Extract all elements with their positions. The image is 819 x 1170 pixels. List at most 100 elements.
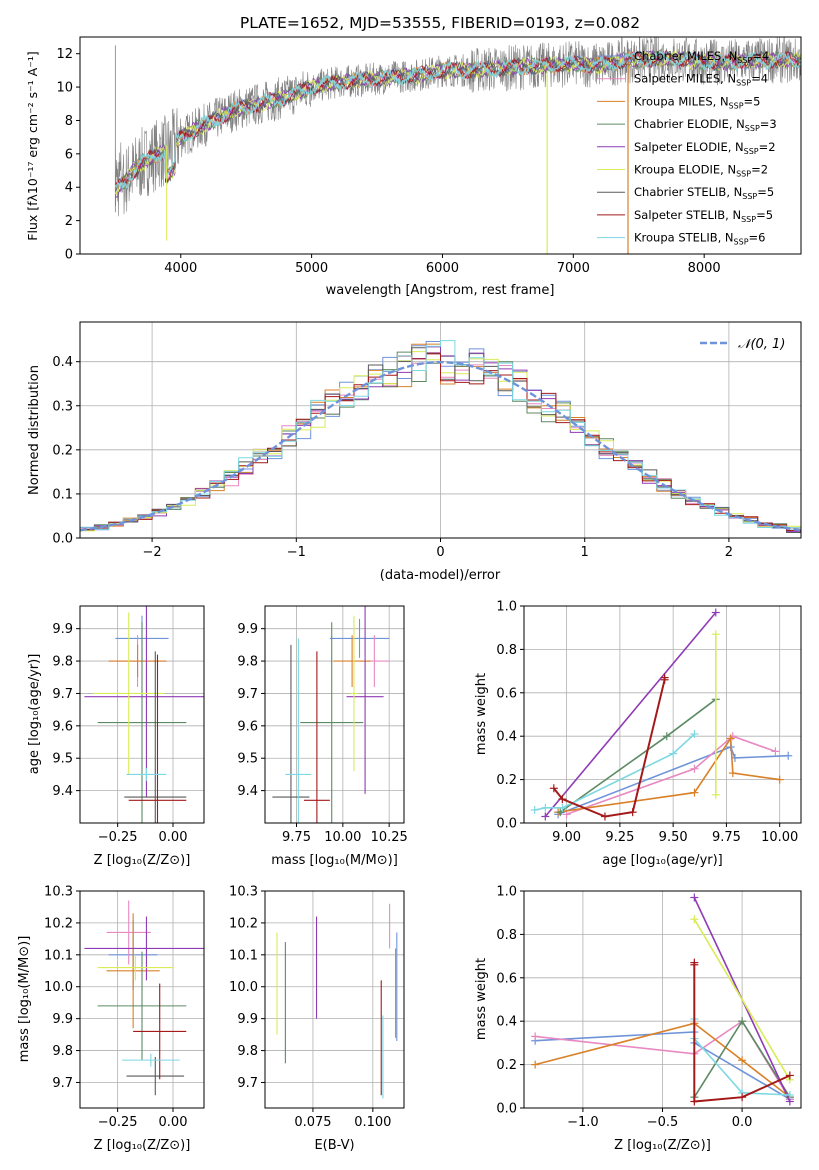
y-tick-label: 9.9 <box>237 622 258 637</box>
legend-label-main: Kroupa ELODIE, N <box>634 163 736 177</box>
legend-label-value: =3 <box>760 117 777 131</box>
legend-label-main: Chabrier STELIB, N <box>634 185 742 199</box>
legend-label-main: Salpeter MILES, N <box>634 72 736 86</box>
x-axis-label: age [log₁₀(age/yr)] <box>602 853 723 868</box>
y-tick-label: 9.7 <box>237 1076 258 1091</box>
spectrum-x-tick-label: 5000 <box>295 261 328 276</box>
legend-label-value: =5 <box>756 208 773 222</box>
x-tick-label: 0.00 <box>159 830 188 845</box>
y-tick-label: 9.6 <box>237 719 258 734</box>
x-tick-label: −0.25 <box>98 1115 138 1130</box>
panel-marks <box>530 608 793 821</box>
mass-vs-EBV-panel: 0.075 0.100 9.7 9.8 9.9 10.0 10.1 10.2 10.3 E(B-V… <box>229 885 405 1153</box>
y-tick-label: 9.4 <box>52 784 73 799</box>
normal-legend-label: 𝒩(0, 1) <box>738 337 785 352</box>
y-tick-label: 9.4 <box>237 784 258 799</box>
y-tick-label: 9.7 <box>52 1076 73 1091</box>
histogram-x-tick-label: −2 <box>143 545 162 560</box>
weight-series <box>566 735 776 816</box>
weight-series <box>559 698 717 813</box>
legend-label-main: Kroupa STELIB, N <box>634 231 734 245</box>
x-axis-label: mass [log₁₀(M/M⊙)] <box>271 853 398 868</box>
legend-label-value: =5 <box>744 94 761 108</box>
x-tick-label: −0.25 <box>98 830 138 845</box>
histogram-xlabel: (data-model)/error <box>380 568 501 583</box>
histogram-plot-area <box>80 322 801 538</box>
panel-frame <box>79 890 205 1109</box>
y-tick-label: 9.8 <box>52 1044 73 1059</box>
legend-label-sub: SSP <box>744 147 759 156</box>
spectrum-y-tick-label: 0 <box>65 248 73 263</box>
weight-series <box>544 611 717 818</box>
spectrum-y-tick-label: 4 <box>65 181 73 196</box>
weight-vs-age-panel: 9.00 9.25 9.50 9.75 10.00 0.0 0.2 0.4 0.6 0.8 1.0 a… <box>474 600 802 868</box>
x-axis-label: Z [log₁₀(Z/Z⊙)] <box>94 1138 191 1153</box>
y-tick-label: 10.1 <box>44 948 73 963</box>
legend-label-main: Chabrier ELODIE, N <box>634 117 745 131</box>
legend-label: Chabrier MILES, NSSP=4 <box>634 49 769 65</box>
spectrum-title: PLATE=1652, MJD=53555, FIBERID=0193, z=0… <box>240 14 640 32</box>
y-tick-label: 0.8 <box>496 928 517 943</box>
legend-label-main: Chabrier MILES, N <box>634 49 737 63</box>
panel-marks <box>84 606 204 823</box>
spectrum-y-tick-label: 10 <box>56 81 73 96</box>
x-tick-label: 9.00 <box>552 830 581 845</box>
histogram-x-ticks: −2 −1 0 1 2 <box>143 538 733 560</box>
x-tick-label: 9.75 <box>712 830 741 845</box>
histogram-x-tick-label: −1 <box>287 545 306 560</box>
y-tick-label: 0.4 <box>496 730 517 745</box>
weight-vs-Z-panel: −1.0 −0.5 0.0 0.0 0.2 0.4 0.6 0.8 1.0 Z [log₁₀(Z/… <box>474 885 802 1153</box>
y-tick-label: 9.9 <box>52 622 73 637</box>
x-tick-label: 0.100 <box>354 1115 391 1130</box>
spectrum-ylabel: Flux [fλ10⁻¹⁷ erg cm⁻² s⁻¹ A⁻¹] <box>25 51 40 240</box>
histogram-x-tick-label: 1 <box>581 545 589 560</box>
x-tick-label: 10.00 <box>324 830 361 845</box>
legend-label-sub: SSP <box>729 101 744 110</box>
legend-label-value: =4 <box>752 49 769 63</box>
y-axis-label: age [log₁₀(age/yr)] <box>27 654 42 775</box>
x-tick-label: 10.25 <box>371 830 408 845</box>
spectrum-x-tick-label: 6000 <box>426 261 459 276</box>
legend-label: Salpeter MILES, NSSP=4 <box>634 72 768 88</box>
y-axis-label: mass weight <box>474 673 489 755</box>
y-tick-label: 10.3 <box>229 885 258 900</box>
legend-label-value: =2 <box>759 140 776 154</box>
model-spectrum <box>114 50 801 188</box>
spectrum-x-ticks: 4000 5000 6000 7000 8000 <box>164 254 721 276</box>
histogram-x-tick-label: 0 <box>436 545 444 560</box>
legend-label: Kroupa STELIB, NSSP=6 <box>634 231 765 247</box>
spectrum-frame <box>79 36 802 255</box>
parameter-panels: −0.25 0.00 9.4 9.5 9.6 9.7 9.8 9.9 Z [log₁₀(Z/Z⊙… <box>17 600 802 1153</box>
x-axis-label: E(B-V) <box>314 1138 354 1153</box>
legend-label-sub: SSP <box>745 124 760 133</box>
spectrum-x-tick-label: 7000 <box>557 261 590 276</box>
spectrum-lines <box>114 37 801 254</box>
y-tick-label: 0.0 <box>496 1102 517 1117</box>
y-tick-label: 9.7 <box>52 687 73 702</box>
y-tick-label: 1.0 <box>496 600 517 615</box>
panel-marks <box>531 893 794 1106</box>
mass-vs-Z-panel: −0.25 0.00 9.7 9.8 9.9 10.0 10.1 10.2 10.3 Z [log… <box>17 885 205 1153</box>
spectrum-y-tick-label: 6 <box>65 147 73 162</box>
y-tick-label: 10.1 <box>229 948 258 963</box>
y-tick-label: 10.2 <box>44 916 73 931</box>
y-tick-label: 10.3 <box>44 885 73 900</box>
y-tick-label: 9.5 <box>237 752 258 767</box>
y-tick-label: 10.0 <box>229 980 258 995</box>
histogram-y-tick-label: 0.1 <box>52 487 73 502</box>
legend-label-sub: SSP <box>736 170 751 179</box>
legend-label-sub: SSP <box>741 215 756 224</box>
age-vs-mass-panel: 9.75 10.00 10.25 9.4 9.5 9.6 9.7 9.8 9.9 mass [lo… <box>237 605 408 868</box>
histogram-steps <box>80 340 801 538</box>
y-tick-label: 9.9 <box>237 1012 258 1027</box>
model-spectrum <box>114 50 801 190</box>
residual-panel: −2 −1 0 1 2 0.0 0.1 0.2 0.3 0.4 (data-model)/err… <box>27 321 802 583</box>
y-axis-label: mass [log₁₀(M/M⊙)] <box>17 936 32 1063</box>
y-tick-label: 0.8 <box>496 643 517 658</box>
legend-label: Chabrier STELIB, NSSP=5 <box>634 185 774 201</box>
spectrum-x-tick-label: 8000 <box>688 261 721 276</box>
y-tick-label: 9.5 <box>52 752 73 767</box>
panel-marks <box>276 903 398 1099</box>
x-tick-label: 9.75 <box>282 830 311 845</box>
